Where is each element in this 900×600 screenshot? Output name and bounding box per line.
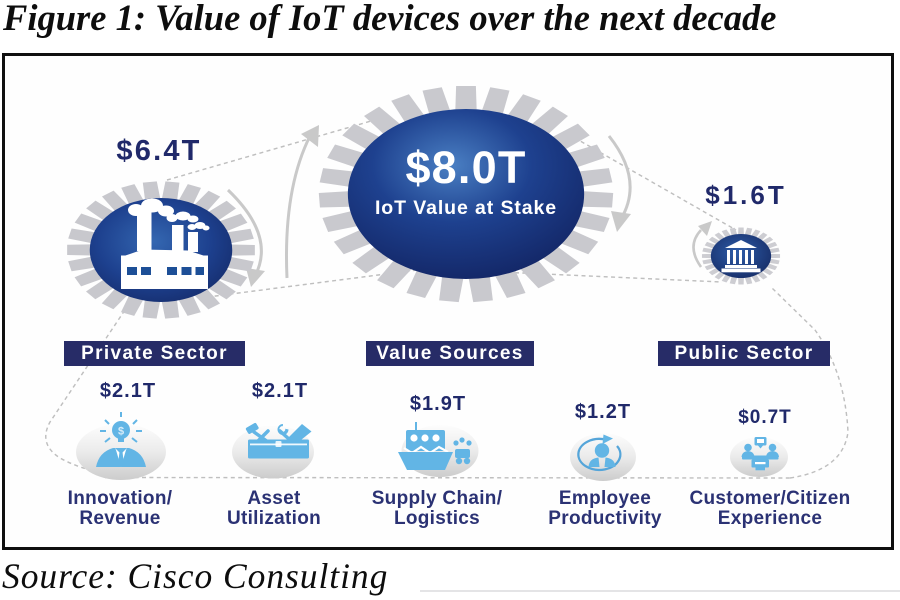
svg-text:$: $ [118, 426, 124, 438]
